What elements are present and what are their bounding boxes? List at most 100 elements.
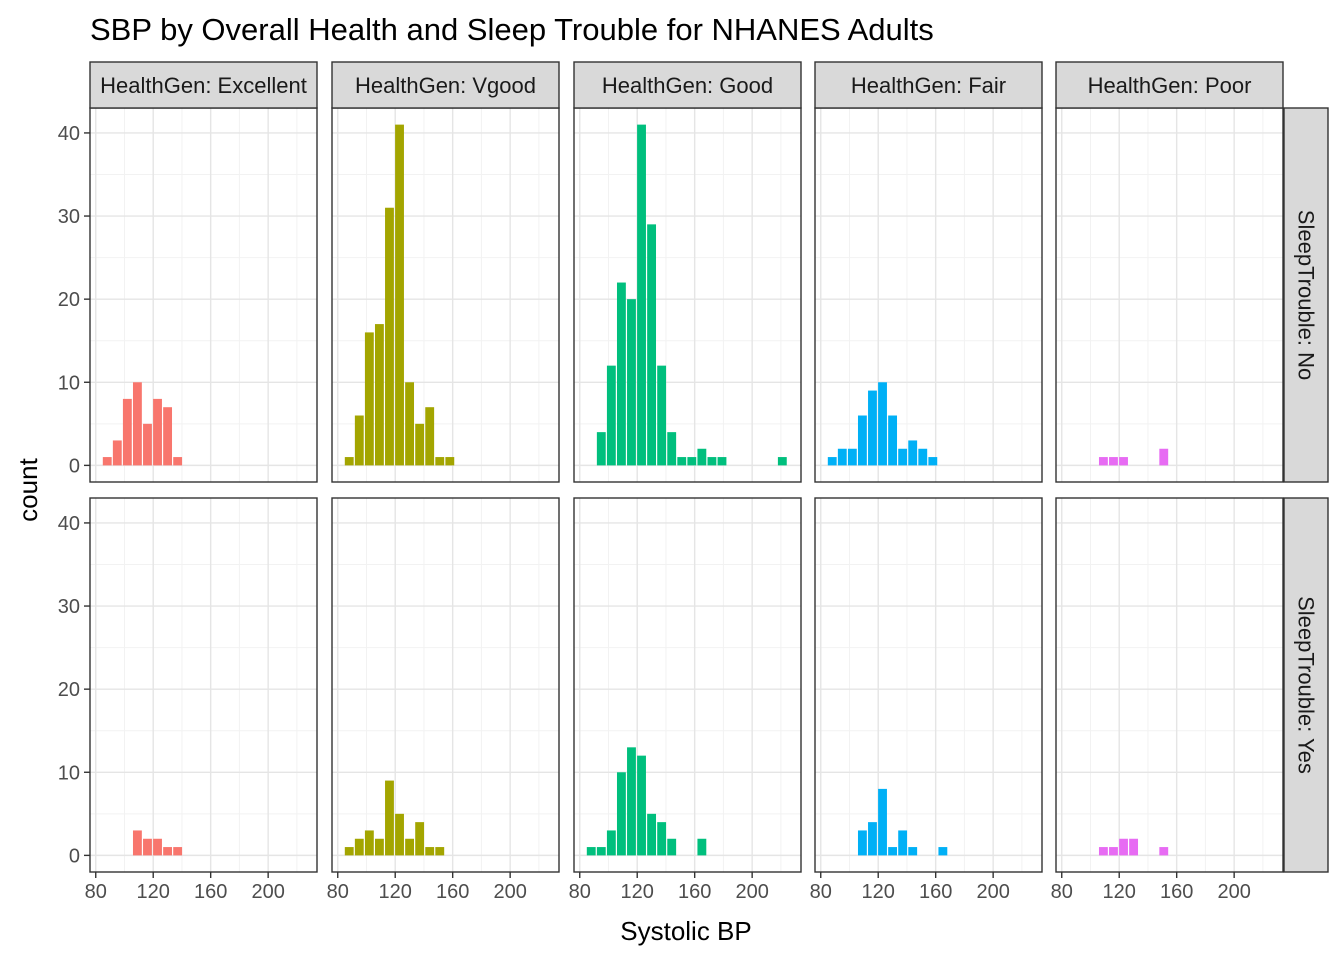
x-tick-label: 160 <box>919 881 952 903</box>
histogram-bar <box>908 440 918 466</box>
panel-background <box>815 498 1042 872</box>
histogram-bar <box>1098 847 1108 856</box>
x-tick-label: 200 <box>1217 881 1250 903</box>
panel-background <box>1056 108 1283 482</box>
histogram-bar <box>143 423 152 466</box>
histogram-bar <box>637 124 646 466</box>
histogram-bar <box>868 822 877 856</box>
x-tick-label: 120 <box>379 881 412 903</box>
histogram-bar <box>364 332 374 466</box>
histogram-bar <box>596 432 606 466</box>
histogram-bar <box>435 457 445 466</box>
histogram-bar <box>1159 847 1169 856</box>
histogram-bar <box>657 822 667 856</box>
histogram-bar <box>898 448 908 466</box>
x-tick-label: 120 <box>137 881 170 903</box>
histogram-bar <box>1098 457 1108 466</box>
histogram-bar <box>898 830 908 856</box>
histogram-bar <box>132 830 142 856</box>
histogram-bar <box>374 324 384 466</box>
histogram-bar <box>657 365 667 466</box>
histogram-bar <box>364 830 374 856</box>
x-tick-label: 120 <box>1103 881 1136 903</box>
histogram-bar <box>938 847 948 856</box>
histogram-bar <box>667 432 677 466</box>
histogram-bar <box>928 457 938 466</box>
histogram-bar <box>1109 457 1118 466</box>
histogram-bar <box>1119 457 1128 466</box>
histogram-bar <box>606 830 616 856</box>
histogram-bar <box>385 780 394 856</box>
histogram-bar <box>374 838 384 856</box>
x-tick-label: 80 <box>810 881 832 903</box>
histogram-bar <box>637 755 646 856</box>
facet-strip-label: SleepTrouble: Yes <box>1294 596 1319 774</box>
y-tick-label: 0 <box>69 845 80 867</box>
histogram-bar <box>344 457 354 466</box>
histogram-bar <box>777 457 787 466</box>
histogram-bar <box>1109 847 1118 856</box>
facet-strip-label: HealthGen: Excellent <box>100 73 307 98</box>
y-tick-label: 30 <box>58 206 80 228</box>
histogram-bar <box>918 448 928 466</box>
histogram-bar <box>344 847 354 856</box>
histogram-bar <box>707 457 717 466</box>
x-tick-label: 120 <box>621 881 654 903</box>
x-tick-label: 80 <box>1051 881 1073 903</box>
histogram-bar <box>405 838 415 856</box>
panel-border <box>573 497 802 873</box>
histogram-bar <box>132 382 142 466</box>
histogram-bar <box>385 207 394 466</box>
histogram-bar <box>697 448 707 466</box>
histogram-bar <box>878 382 887 466</box>
x-tick-label: 80 <box>85 881 107 903</box>
panel-background <box>1056 498 1283 872</box>
histogram-bar <box>647 224 657 466</box>
histogram-bar <box>908 847 918 856</box>
facet-strip-row <box>1283 107 1329 483</box>
facet-strip-label: HealthGen: Vgood <box>355 73 536 98</box>
y-tick-label: 40 <box>58 513 80 535</box>
x-tick-label: 200 <box>976 881 1009 903</box>
facet-strip-label: HealthGen: Fair <box>851 73 1006 98</box>
histogram-bar <box>888 415 898 466</box>
histogram-bar <box>888 847 898 856</box>
x-tick-label: 200 <box>735 881 768 903</box>
panel-border <box>1055 497 1284 873</box>
x-tick-label: 200 <box>493 881 526 903</box>
histogram-bar <box>354 415 364 466</box>
panel-border <box>814 497 1043 873</box>
histogram-bar <box>847 448 857 466</box>
panel-background <box>90 498 317 872</box>
panel-border <box>331 497 560 873</box>
histogram-bar <box>1159 448 1169 466</box>
x-tick-label: 120 <box>862 881 895 903</box>
facet-strip-column <box>1055 61 1284 109</box>
facet-strip-column <box>573 61 802 109</box>
histogram-bar <box>1119 838 1128 856</box>
x-tick-label: 80 <box>327 881 349 903</box>
chart-title: SBP by Overall Health and Sleep Trouble … <box>90 12 934 47</box>
histogram-bar <box>687 457 697 466</box>
facet-strip-column <box>814 61 1043 109</box>
y-tick-label: 10 <box>58 762 80 784</box>
x-tick-label: 160 <box>678 881 711 903</box>
y-tick-label: 20 <box>58 679 80 701</box>
y-axis-label: count <box>13 457 43 521</box>
histogram-bar <box>112 440 122 466</box>
histogram-bar <box>868 390 877 466</box>
histogram-bar <box>596 847 606 856</box>
facet-strip-column <box>331 61 560 109</box>
x-tick-label: 80 <box>569 881 591 903</box>
histogram-bar <box>616 282 626 466</box>
histogram-bar <box>395 124 404 466</box>
histogram-bar <box>616 772 626 856</box>
facet-strip-row <box>1283 497 1329 873</box>
histogram-bar <box>173 847 183 856</box>
y-tick-label: 20 <box>58 289 80 311</box>
histogram-bar <box>606 365 616 466</box>
histogram-bar <box>163 407 173 466</box>
histogram-bar <box>667 838 677 856</box>
histogram-bar <box>627 747 636 856</box>
